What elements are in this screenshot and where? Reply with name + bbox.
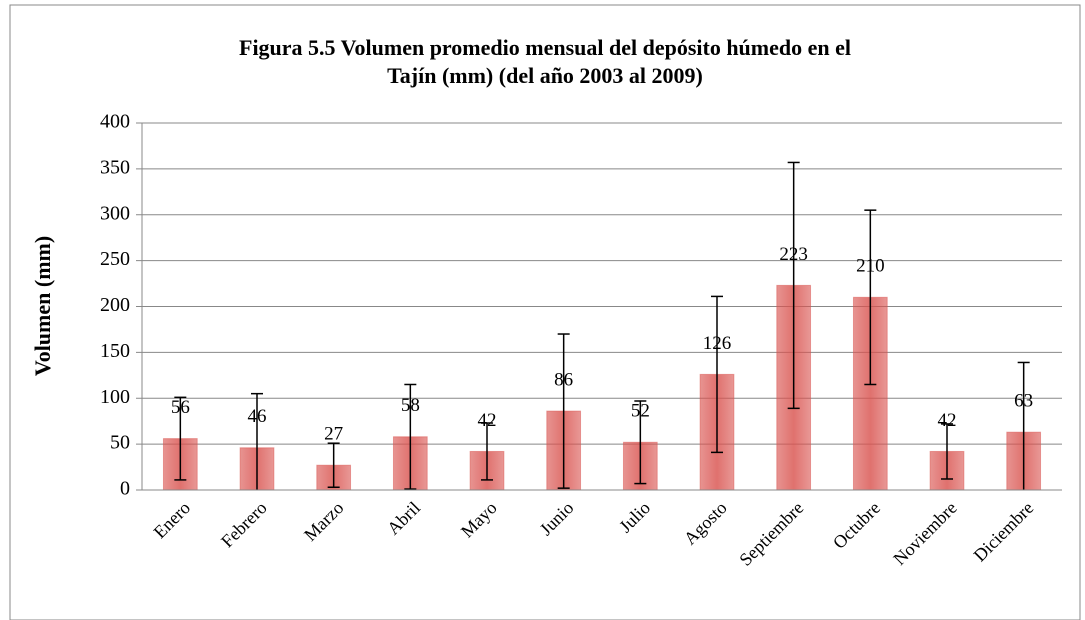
error-bar — [327, 442, 340, 488]
error-bar — [481, 422, 493, 481]
error-bar — [174, 396, 187, 481]
error-bar — [787, 161, 800, 410]
data-label: 126 — [703, 333, 732, 354]
error-bar — [557, 333, 570, 489]
error-bar — [941, 423, 953, 480]
error-bar — [711, 295, 723, 454]
chart-frame — [9, 4, 1081, 620]
data-label: 46 — [248, 406, 267, 427]
data-label: 27 — [324, 424, 343, 445]
y-tick-label: 200 — [100, 294, 130, 316]
data-label: 52 — [631, 401, 650, 422]
y-tick-label: 400 — [100, 111, 130, 133]
data-label: 63 — [1014, 391, 1033, 412]
error-bar — [251, 392, 263, 490]
y-tick-label: 50 — [110, 432, 130, 454]
error-bar — [404, 383, 417, 490]
data-label: 86 — [554, 369, 573, 390]
y-axis-label: Volumen (mm) — [30, 236, 55, 376]
error-bar — [864, 209, 877, 386]
data-label: 42 — [938, 410, 957, 431]
y-tick-label: 150 — [100, 340, 130, 362]
error-bar — [1017, 361, 1030, 490]
y-tick-label: 350 — [100, 156, 130, 178]
data-label: 42 — [478, 410, 497, 431]
data-label: 58 — [401, 395, 420, 416]
y-tick-label: 0 — [120, 478, 130, 500]
error-bar — [634, 400, 647, 485]
y-tick-label: 250 — [100, 248, 130, 270]
y-tick-label: 300 — [100, 202, 130, 224]
chart-title: Figura 5.5 Volumen promedio mensual del … — [239, 35, 851, 60]
data-label: 210 — [856, 256, 885, 277]
data-label: 56 — [171, 397, 190, 418]
y-tick-label: 100 — [100, 386, 130, 408]
data-label: 223 — [779, 244, 808, 265]
chart-title: Tajín (mm) (del año 2003 al 2009) — [387, 63, 703, 88]
